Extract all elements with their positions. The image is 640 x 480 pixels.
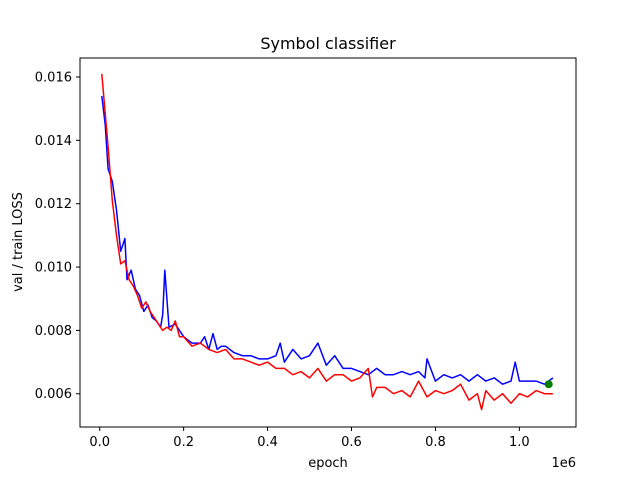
x-tick-label: 0.4 xyxy=(257,435,278,450)
chart-title: Symbol classifier xyxy=(260,34,396,53)
x-axis-label: epoch xyxy=(308,456,348,471)
y-axis-label: val / train LOSS xyxy=(11,192,26,292)
x-tick-label: 0.8 xyxy=(425,435,446,450)
x-tick-label: 0.2 xyxy=(173,435,194,450)
plot-frame xyxy=(79,57,577,428)
x-axis-offset-label: 1e6 xyxy=(551,456,576,471)
series-line-0 xyxy=(101,95,554,385)
y-tick-label: 0.006 xyxy=(35,387,72,402)
best-point-marker xyxy=(544,380,553,389)
series-line-1 xyxy=(101,73,553,411)
y-tick-label: 0.012 xyxy=(35,197,72,212)
x-tick-label: 0.6 xyxy=(341,435,362,450)
y-tick-label: 0.008 xyxy=(35,324,72,339)
x-axis: 0.0 0.2 0.4 0.6 0.8 1.0 xyxy=(89,427,530,450)
y-axis: 0.006 0.008 0.010 0.012 0.014 0.016 xyxy=(35,71,80,402)
y-tick-label: 0.016 xyxy=(35,71,72,86)
y-tick-label: 0.014 xyxy=(35,134,72,149)
y-tick-label: 0.010 xyxy=(35,261,72,276)
x-tick-label: 0.0 xyxy=(89,435,110,450)
series-layer xyxy=(101,73,554,411)
x-tick-label: 1.0 xyxy=(509,435,530,450)
